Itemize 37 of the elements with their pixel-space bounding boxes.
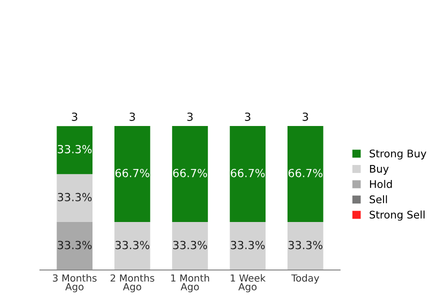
- annotation: 3: [72, 112, 78, 121]
- data-label: 66.7%: [115, 168, 150, 178]
- legend-label: Strong Buy: [370, 150, 426, 160]
- data-label: 66.7%: [230, 168, 265, 178]
- x-tick-label: 1 Month Ago: [171, 274, 210, 292]
- bar: [56, 174, 92, 222]
- data-label: 66.7%: [173, 168, 208, 178]
- legend-label: Sell: [370, 195, 387, 204]
- data-label: 33.3%: [288, 240, 322, 250]
- data-label: 33.3%: [173, 240, 208, 250]
- bar: [288, 222, 324, 270]
- bar: [114, 222, 150, 270]
- legend-label: Buy: [370, 164, 389, 175]
- data-label: 33.3%: [116, 240, 150, 250]
- annotation: 3: [130, 112, 135, 121]
- bar: [230, 126, 266, 222]
- legend-label: Strong Sell: [370, 210, 425, 221]
- bar: [288, 126, 324, 222]
- x-tick-label: 3 Months Ago: [52, 274, 97, 292]
- annotation: 3: [187, 112, 193, 121]
- data-label: 33.3%: [58, 240, 92, 250]
- bar: [230, 222, 266, 270]
- data-label: 66.7%: [288, 168, 322, 178]
- annotation: 3: [302, 112, 308, 121]
- data-label: 33.3%: [58, 192, 92, 202]
- bar: [56, 222, 92, 270]
- annotation: 3: [245, 112, 250, 121]
- bar: [172, 126, 208, 222]
- legend-label: Hold: [370, 180, 392, 188]
- bar: [172, 222, 208, 270]
- bar: [114, 126, 150, 222]
- x-tick-label: 1 Week Ago: [230, 274, 266, 292]
- x-tick-label: 2 Months Ago: [110, 274, 154, 292]
- x-tick-label: Today: [291, 274, 320, 284]
- bar: [56, 126, 92, 174]
- data-label: 33.3%: [230, 240, 265, 250]
- data-label: 33.3%: [58, 144, 92, 154]
